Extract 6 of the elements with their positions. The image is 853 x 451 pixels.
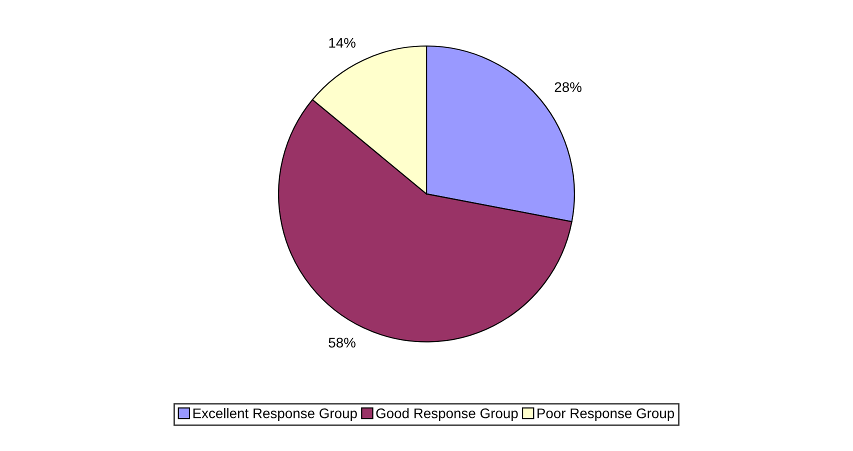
legend-label: Poor Response Group (538, 408, 674, 422)
legend-label: Excellent Response Group (193, 408, 357, 422)
data-label: 28% (554, 82, 582, 92)
data-label: 14% (329, 38, 356, 48)
legend-label: Good Response Group (376, 408, 518, 422)
data-label: 58% (328, 338, 356, 348)
